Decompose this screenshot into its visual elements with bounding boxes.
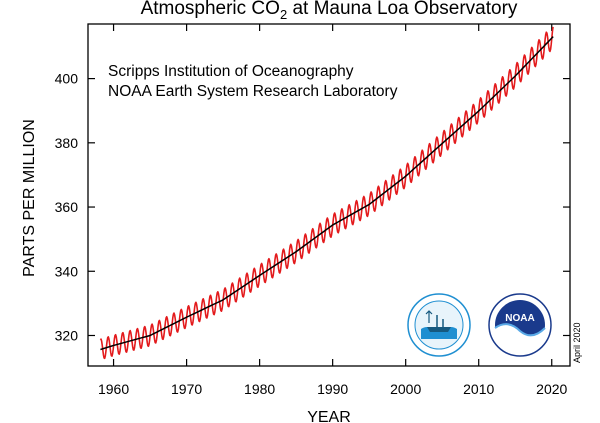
data-series-group — [99, 26, 554, 360]
x-tick-label: 2000 — [390, 381, 421, 397]
y-axis-ticks: 320 340 360 380 400 — [55, 71, 570, 343]
x-axis-ticks: 1960 1970 1980 1990 2000 2010 2020 — [98, 24, 568, 397]
y-tick-label: 360 — [55, 199, 79, 215]
svg-text:NOAA: NOAA — [505, 313, 534, 324]
x-tick-label: 1980 — [244, 381, 275, 397]
monthly-mean-line — [99, 26, 554, 360]
chart-title-suffix: at Mauna Loa Observatory — [287, 0, 518, 19]
noaa-logo: NOAA — [488, 293, 552, 357]
y-tick-label: 380 — [55, 135, 79, 151]
chart-title: Atmospheric CO2 at Mauna Loa Observatory — [141, 0, 518, 22]
y-tick-label: 400 — [55, 71, 79, 87]
annotation-noaa: NOAA Earth System Research Laboratory — [108, 83, 398, 100]
chart-title-subscript: 2 — [280, 7, 287, 22]
plot-area-frame — [87, 23, 571, 367]
scripps-logo — [407, 293, 471, 357]
x-axis-label: YEAR — [307, 409, 351, 423]
trend-line — [100, 36, 554, 351]
x-tick-label: 1970 — [171, 381, 202, 397]
y-tick-label: 320 — [55, 327, 79, 343]
x-tick-label: 2010 — [463, 381, 494, 397]
x-tick-label: 1960 — [98, 381, 129, 397]
x-tick-label: 2020 — [536, 381, 567, 397]
y-tick-label: 340 — [55, 263, 79, 279]
y-axis-label: PARTS PER MILLION — [21, 119, 38, 277]
chart-title-main: Atmospheric CO — [141, 0, 280, 19]
date-stamp: April 2020 — [572, 322, 582, 363]
annotation-scripps: Scripps Institution of Oceanography — [108, 63, 354, 80]
x-tick-label: 1990 — [317, 381, 348, 397]
